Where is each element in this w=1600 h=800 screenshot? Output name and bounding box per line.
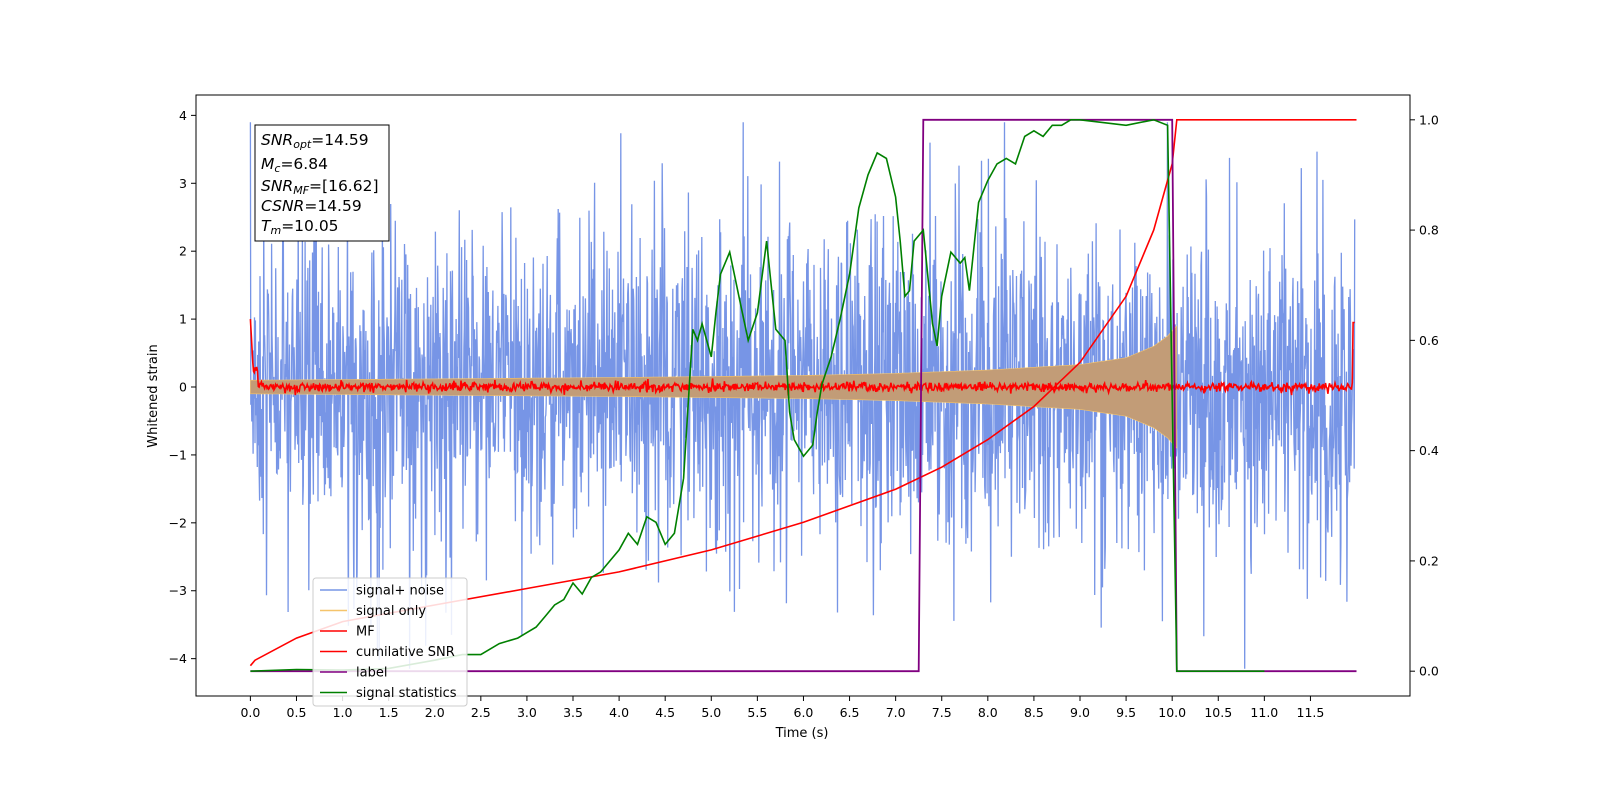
- series-layer: [249, 118, 1357, 673]
- y-tick-label: −3: [169, 583, 187, 598]
- y-axis-left-ticks: 4 3 2 1 0 −1 −2 −3 −4: [169, 108, 196, 666]
- x-tick-label: 6.5: [840, 705, 860, 720]
- y-tick-label: 3: [179, 176, 187, 191]
- x-tick-label: 3.5: [563, 705, 583, 720]
- x-tick-label: 1.5: [379, 705, 399, 720]
- stats-box: SNRopt=14.59 Mc=6.84 SNRMF=[16.62] CSNR=…: [254, 124, 390, 242]
- y-axis-label: Whitened strain: [146, 344, 161, 447]
- series-signal-statistics: [250, 118, 1265, 672]
- stat-snr-opt: SNRopt=14.59: [261, 131, 369, 151]
- y-right-tick-label: 0.6: [1419, 333, 1439, 348]
- series-mf: [249, 319, 1355, 396]
- x-tick-label: 4.5: [655, 705, 675, 720]
- x-axis-ticks: 0.0 0.5 1.0 1.5 2.0 2.5 3.0 3.5 4.0 4.5 5.0 5.5 6.0 6…: [240, 696, 1324, 720]
- legend-label: signal only: [356, 604, 426, 619]
- x-tick-label: 1.0: [333, 705, 353, 720]
- x-tick-label: 7.0: [886, 705, 906, 720]
- y-right-tick-label: 0.4: [1419, 443, 1439, 458]
- legend-frame: [312, 577, 468, 707]
- legend-label: signal+ noise: [356, 584, 444, 599]
- legend-label: MF: [356, 625, 375, 640]
- legend-label: signal statistics: [356, 686, 457, 701]
- legend-label: cumilative SNR: [356, 645, 455, 660]
- x-tick-label: 11.0: [1250, 705, 1278, 720]
- x-tick-label: 8.0: [978, 705, 998, 720]
- x-tick-label: 4.0: [609, 705, 629, 720]
- x-tick-label: 11.5: [1297, 705, 1325, 720]
- y-tick-label: 2: [179, 244, 187, 259]
- x-tick-label: 10.0: [1158, 705, 1186, 720]
- legend-label: label: [356, 666, 387, 681]
- x-axis-label: Time (s): [775, 726, 829, 741]
- y-axis-right-ticks: 1.0 0.8 0.6 0.4 0.2 0.0: [1410, 112, 1439, 679]
- y-tick-label: 4: [179, 108, 187, 123]
- y-tick-label: −1: [169, 447, 187, 462]
- stat-tm: Tm=10.05: [261, 217, 339, 237]
- x-tick-label: 8.5: [1024, 705, 1044, 720]
- x-tick-label: 6.0: [794, 705, 814, 720]
- x-tick-label: 5.0: [701, 705, 721, 720]
- x-tick-label: 9.0: [1070, 705, 1090, 720]
- legend: signal+ noise signal only MF cumilative SNR…: [312, 577, 468, 707]
- x-tick-label: 0.0: [240, 705, 260, 720]
- x-tick-label: 9.5: [1116, 705, 1136, 720]
- y-tick-label: −2: [169, 515, 187, 530]
- y-right-tick-label: 0.0: [1419, 664, 1439, 679]
- x-tick-label: 5.5: [747, 705, 767, 720]
- x-tick-label: 3.0: [517, 705, 537, 720]
- y-right-tick-label: 0.8: [1419, 223, 1439, 238]
- stat-mc: Mc=6.84: [261, 155, 328, 175]
- y-tick-label: 1: [179, 312, 187, 327]
- x-tick-label: 10.5: [1204, 705, 1232, 720]
- y-right-tick-label: 1.0: [1419, 112, 1439, 127]
- x-tick-label: 7.5: [932, 705, 952, 720]
- x-tick-label: 2.5: [471, 705, 491, 720]
- stat-csnr: CSNR=14.59: [261, 197, 362, 215]
- x-tick-label: 0.5: [287, 705, 307, 720]
- stat-snr-mf: SNRMF=[16.62]: [261, 177, 379, 197]
- y-tick-label: −4: [169, 651, 187, 666]
- x-tick-label: 2.0: [425, 705, 445, 720]
- y-tick-label: 0: [179, 380, 187, 395]
- y-right-tick-label: 0.2: [1419, 553, 1439, 568]
